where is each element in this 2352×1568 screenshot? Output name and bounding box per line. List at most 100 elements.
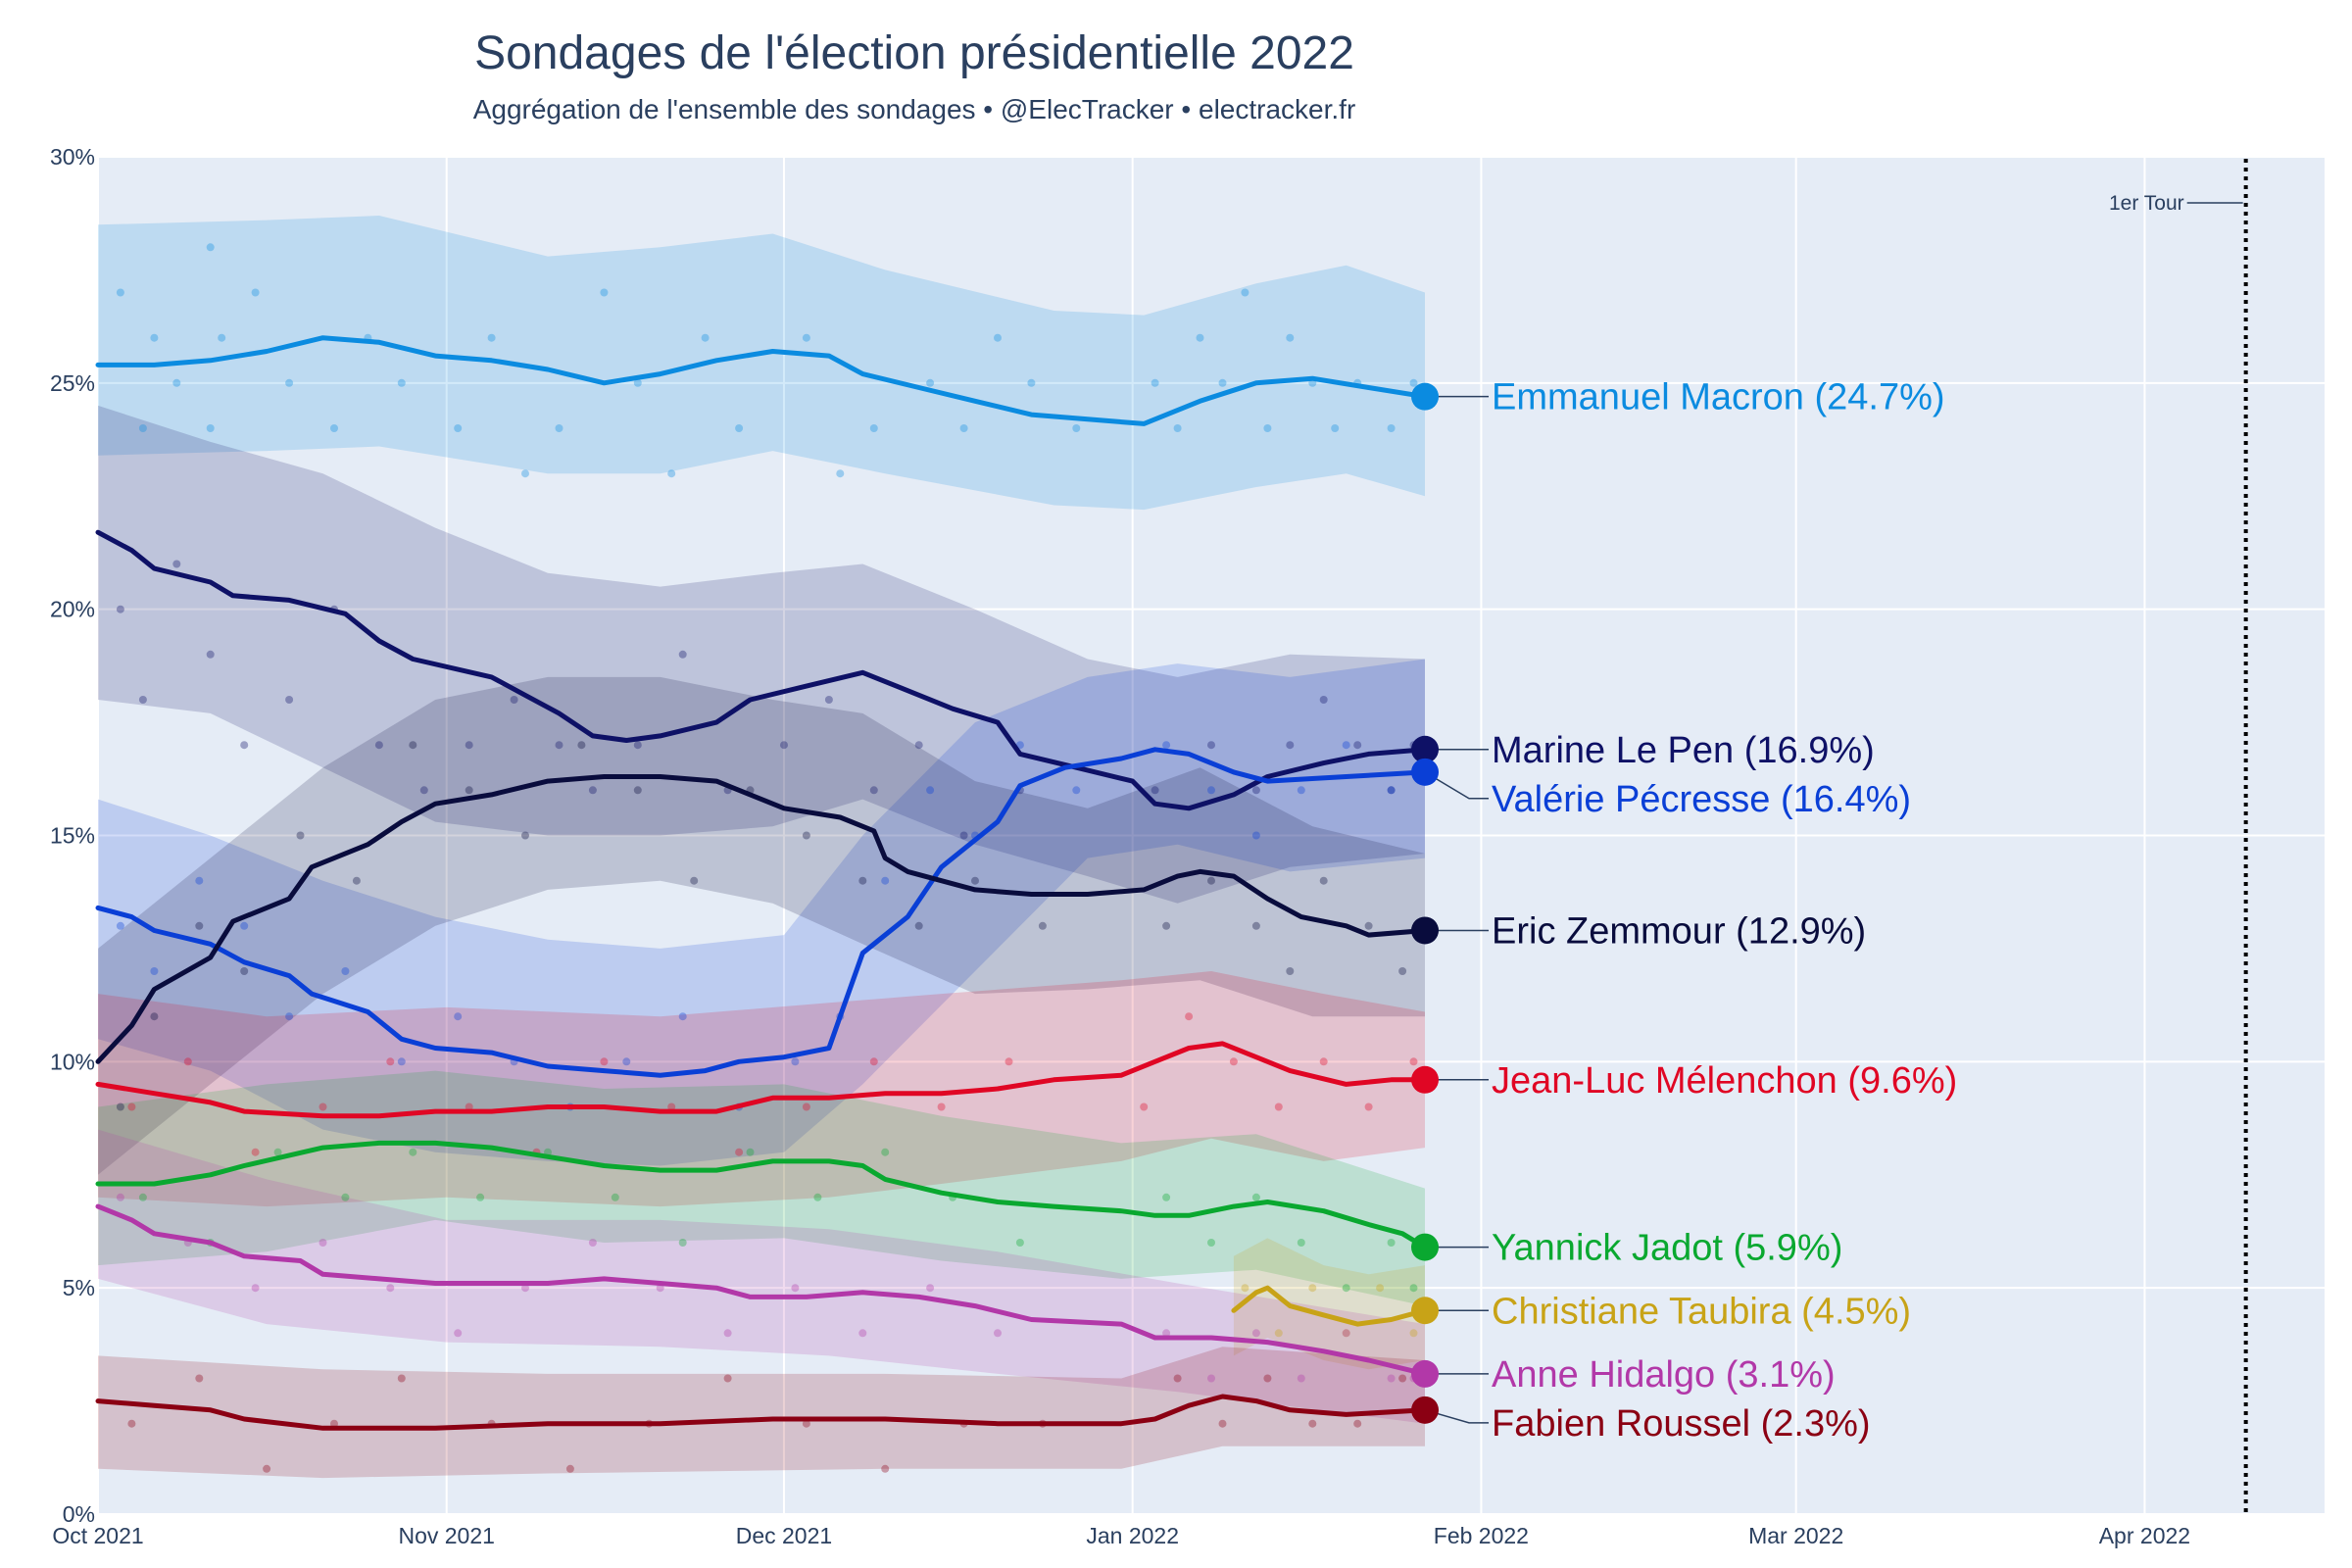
end-label-anne-hidalgo: Anne Hidalgo (3.1%) <box>1492 1354 1836 1396</box>
poll-dot-marine-le-pen <box>555 741 564 750</box>
poll-dot-marine-le-pen <box>869 786 878 795</box>
poll-dot-valerie-pecresse <box>881 876 890 885</box>
poll-dot-jean-luc-melenchon <box>1364 1102 1373 1111</box>
poll-dot-marine-le-pen <box>465 741 473 750</box>
poll-dot-yannick-jadot <box>273 1148 282 1156</box>
poll-dot-emmanuel-macron <box>1331 424 1340 432</box>
poll-dot-eric-zemmour <box>116 1102 124 1111</box>
poll-dot-jean-luc-melenchon <box>386 1057 395 1066</box>
poll-dot-eric-zemmour <box>690 876 699 885</box>
poll-dot-marine-le-pen <box>780 741 788 750</box>
poll-dot-fabien-roussel <box>1308 1419 1317 1428</box>
poll-dot-emmanuel-macron <box>150 333 159 342</box>
poll-dot-marine-le-pen <box>1319 696 1328 704</box>
poll-dot-jean-luc-melenchon <box>465 1102 473 1111</box>
poll-dot-emmanuel-macron <box>521 469 529 478</box>
poll-dot-jean-luc-melenchon <box>937 1102 946 1111</box>
poll-dot-eric-zemmour <box>914 921 923 930</box>
poll-dot-emmanuel-macron <box>218 333 226 342</box>
poll-dot-jean-luc-melenchon <box>869 1057 878 1066</box>
poll-dot-eric-zemmour <box>296 831 305 840</box>
poll-dot-fabien-roussel <box>263 1464 271 1473</box>
poll-dot-yannick-jadot <box>1015 1239 1024 1247</box>
poll-dot-jean-luc-melenchon <box>600 1057 609 1066</box>
series-line-christiane-taubira <box>1231 1285 1428 1327</box>
poll-dot-jean-luc-melenchon <box>1004 1057 1013 1066</box>
series-lines <box>95 335 1428 1431</box>
x-tick-label: Apr 2022 <box>2099 1523 2190 1548</box>
poll-dot-anne-hidalgo <box>588 1239 597 1247</box>
poll-dot-marine-le-pen <box>510 696 518 704</box>
poll-dot-yannick-jadot <box>678 1239 687 1247</box>
poll-dot-emmanuel-macron <box>116 288 124 297</box>
poll-dot-fabien-roussel <box>195 1374 204 1383</box>
y-tick-label: 5% <box>63 1275 95 1300</box>
poll-dot-emmanuel-macron <box>1218 378 1227 387</box>
label-connector-valerie-pecresse <box>1424 771 1490 800</box>
poll-dot-yannick-jadot <box>881 1148 890 1156</box>
y-tick-label: 0% <box>63 1501 95 1527</box>
poll-dot-jean-luc-melenchon <box>1140 1102 1149 1111</box>
poll-dot-jean-luc-melenchon <box>251 1148 260 1156</box>
poll-dot-anne-hidalgo <box>994 1329 1002 1338</box>
poll-dot-fabien-roussel <box>330 1419 338 1428</box>
poll-dot-valerie-pecresse <box>1207 786 1215 795</box>
band-emmanuel-macron <box>98 216 1425 511</box>
end-marker-fabien-roussel <box>1411 1396 1440 1424</box>
poll-dot-jean-luc-melenchon <box>1319 1057 1328 1066</box>
poll-dot-emmanuel-macron <box>600 288 609 297</box>
series-line-fabien-roussel <box>95 1394 1428 1431</box>
poll-dot-marine-le-pen <box>588 786 597 795</box>
poll-dot-christiane-taubira <box>1409 1329 1418 1338</box>
poll-dot-emmanuel-macron <box>1027 378 1036 387</box>
end-marker-eric-zemmour <box>1411 916 1440 945</box>
poll-dot-anne-hidalgo <box>656 1284 664 1293</box>
end-label-valerie-pecresse: Valérie Pécresse (16.4%) <box>1492 779 1911 820</box>
poll-dots <box>116 243 1418 1473</box>
poll-dot-eric-zemmour <box>1207 876 1215 885</box>
poll-dot-anne-hidalgo <box>1387 1374 1396 1383</box>
poll-dot-emmanuel-macron <box>869 424 878 432</box>
end-marker-marine-le-pen <box>1411 735 1440 763</box>
poll-dot-valerie-pecresse <box>397 1057 406 1066</box>
end-label-eric-zemmour: Eric Zemmour (12.9%) <box>1492 910 1866 952</box>
poll-dot-yannick-jadot <box>476 1193 485 1201</box>
end-marker-christiane-taubira <box>1411 1297 1440 1325</box>
poll-dot-jean-luc-melenchon <box>127 1102 136 1111</box>
poll-dot-eric-zemmour <box>195 921 204 930</box>
poll-dot-eric-zemmour <box>1038 921 1047 930</box>
poll-dot-eric-zemmour <box>465 786 473 795</box>
poll-dot-anne-hidalgo <box>521 1284 529 1293</box>
poll-dot-eric-zemmour <box>1398 967 1407 975</box>
election-marker: 1er Tour <box>2109 159 2248 1514</box>
y-tick-label: 20% <box>50 597 95 622</box>
poll-dot-emmanuel-macron <box>1241 288 1250 297</box>
poll-dot-emmanuel-macron <box>667 469 676 478</box>
poll-dot-anne-hidalgo <box>318 1239 327 1247</box>
label-connector-fabien-roussel <box>1424 1409 1490 1424</box>
poll-dot-valerie-pecresse <box>195 876 204 885</box>
poll-dot-fabien-roussel <box>565 1464 574 1473</box>
poll-dot-anne-hidalgo <box>454 1329 463 1338</box>
end-label-christiane-taubira: Christiane Taubira (4.5%) <box>1492 1291 1911 1332</box>
poll-dot-jean-luc-melenchon <box>802 1102 810 1111</box>
poll-dot-emmanuel-macron <box>555 424 564 432</box>
poll-dot-emmanuel-macron <box>735 424 744 432</box>
poll-dot-emmanuel-macron <box>206 424 215 432</box>
poll-dot-valerie-pecresse <box>150 967 159 975</box>
poll-dot-emmanuel-macron <box>138 424 147 432</box>
poll-dot-marine-le-pen <box>116 605 124 613</box>
poll-dot-emmanuel-macron <box>1072 424 1081 432</box>
poll-dot-anne-hidalgo <box>858 1329 867 1338</box>
band-yannick-jadot <box>98 1070 1425 1306</box>
band-fabien-roussel <box>98 1347 1425 1479</box>
poll-dot-marine-le-pen <box>1151 786 1159 795</box>
poll-dot-eric-zemmour <box>409 741 417 750</box>
poll-dot-emmanuel-macron <box>1196 333 1204 342</box>
poll-dot-jean-luc-melenchon <box>1229 1057 1238 1066</box>
poll-dot-valerie-pecresse <box>1251 831 1260 840</box>
poll-dot-yannick-jadot <box>1207 1239 1215 1247</box>
poll-dot-yannick-jadot <box>1297 1239 1305 1247</box>
poll-dot-yannick-jadot <box>1409 1284 1418 1293</box>
